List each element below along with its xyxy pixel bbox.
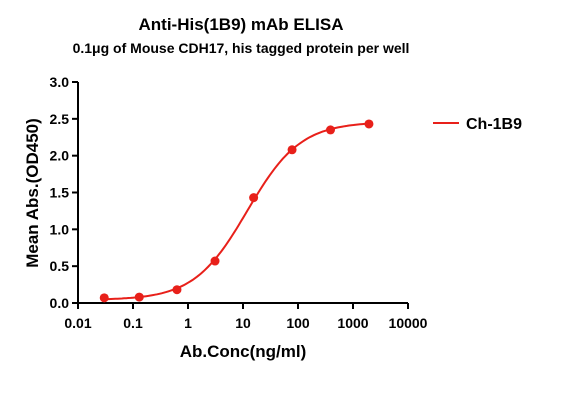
y-tick-label: 2.0 xyxy=(50,148,70,164)
x-axis-label: Ab.Conc(ng/ml) xyxy=(180,342,307,361)
data-point xyxy=(99,293,109,303)
y-tick-label: 2.5 xyxy=(50,111,70,127)
data-point xyxy=(364,119,374,129)
data-point xyxy=(249,193,259,203)
y-tick-label: 3.0 xyxy=(50,74,70,90)
fit-curve-Ch-1B9 xyxy=(104,122,370,301)
y-tick-label: 0.5 xyxy=(50,258,70,274)
x-tick-label: 0.01 xyxy=(64,315,91,331)
y-tick-label: 1.5 xyxy=(50,185,70,201)
x-tick-label: 1 xyxy=(184,315,192,331)
axes: 0.0 0.5 1.0 1.5 2.0 2.5 3.0 0.01 0.1 1 10 100 1000 10… xyxy=(50,74,428,331)
x-tick-label: 10 xyxy=(235,315,251,331)
y-tick-label: 1.0 xyxy=(50,221,70,237)
y-tick-label: 0.0 xyxy=(50,295,70,311)
legend: Ch-1B9 xyxy=(433,116,522,133)
x-tick-label: 10000 xyxy=(389,315,428,331)
legend-label: Ch-1B9 xyxy=(466,116,522,133)
data-point xyxy=(134,292,144,302)
x-tick-label: 1000 xyxy=(337,315,368,331)
data-point xyxy=(287,145,297,155)
chart-title: Anti-His(1B9) mAb ELISA xyxy=(139,15,344,34)
data-points xyxy=(99,119,374,303)
data-point xyxy=(172,285,182,295)
y-axis-label: Mean Abs.(OD450) xyxy=(23,118,42,268)
x-tick-label: 0.1 xyxy=(123,315,143,331)
chart-subtitle: 0.1μg of Mouse CDH17, his tagged protein… xyxy=(73,40,410,56)
data-point xyxy=(326,125,336,135)
data-point xyxy=(210,256,220,266)
fit-curves xyxy=(104,122,370,301)
x-tick-label: 100 xyxy=(286,315,310,331)
